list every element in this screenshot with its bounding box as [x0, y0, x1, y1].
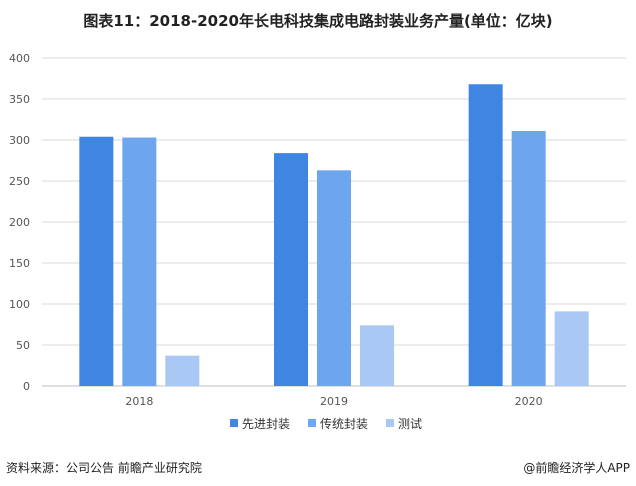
y-tick-label: 350 — [9, 93, 30, 106]
bar-2018-3 — [165, 356, 199, 386]
y-tick-label: 100 — [9, 298, 30, 311]
x-tick-label: 2018 — [125, 395, 153, 408]
bar-2020-2 — [512, 131, 546, 386]
y-tick-label: 150 — [9, 257, 30, 270]
bar-2019-3 — [360, 325, 394, 386]
x-axis: 2018 2019 2020 — [125, 395, 542, 408]
y-tick-label: 400 — [9, 52, 30, 65]
bars — [79, 84, 588, 386]
bar-2019-1 — [274, 153, 308, 386]
y-tick-label: 0 — [23, 380, 30, 393]
y-tick-label: 250 — [9, 175, 30, 188]
legend-label: 传统封装 — [320, 416, 368, 431]
legend-label: 先进封装 — [242, 417, 290, 431]
legend: 先进封装 传统封装 测试 — [230, 416, 422, 431]
bar-2018-2 — [122, 138, 156, 386]
bar-2020-1 — [469, 84, 503, 386]
brand-note: @前瞻经济学人APP — [523, 459, 630, 476]
x-tick-label: 2020 — [515, 395, 543, 408]
bar-2019-2 — [317, 170, 351, 386]
bar-2018-1 — [79, 137, 113, 386]
legend-swatch — [308, 419, 316, 427]
source-note: 资料来源：公司公告 前瞻产业研究院 — [6, 459, 202, 476]
legend-label: 测试 — [398, 416, 422, 431]
legend-swatch — [386, 419, 394, 427]
legend-swatch — [230, 419, 238, 427]
x-tick-label: 2019 — [320, 395, 348, 408]
y-tick-label: 50 — [16, 339, 30, 352]
y-axis: 0 50 100 150 200 250 300 350 400 — [9, 52, 30, 393]
y-tick-label: 300 — [9, 134, 30, 147]
bar-2020-3 — [555, 311, 589, 386]
y-tick-label: 200 — [9, 216, 30, 229]
